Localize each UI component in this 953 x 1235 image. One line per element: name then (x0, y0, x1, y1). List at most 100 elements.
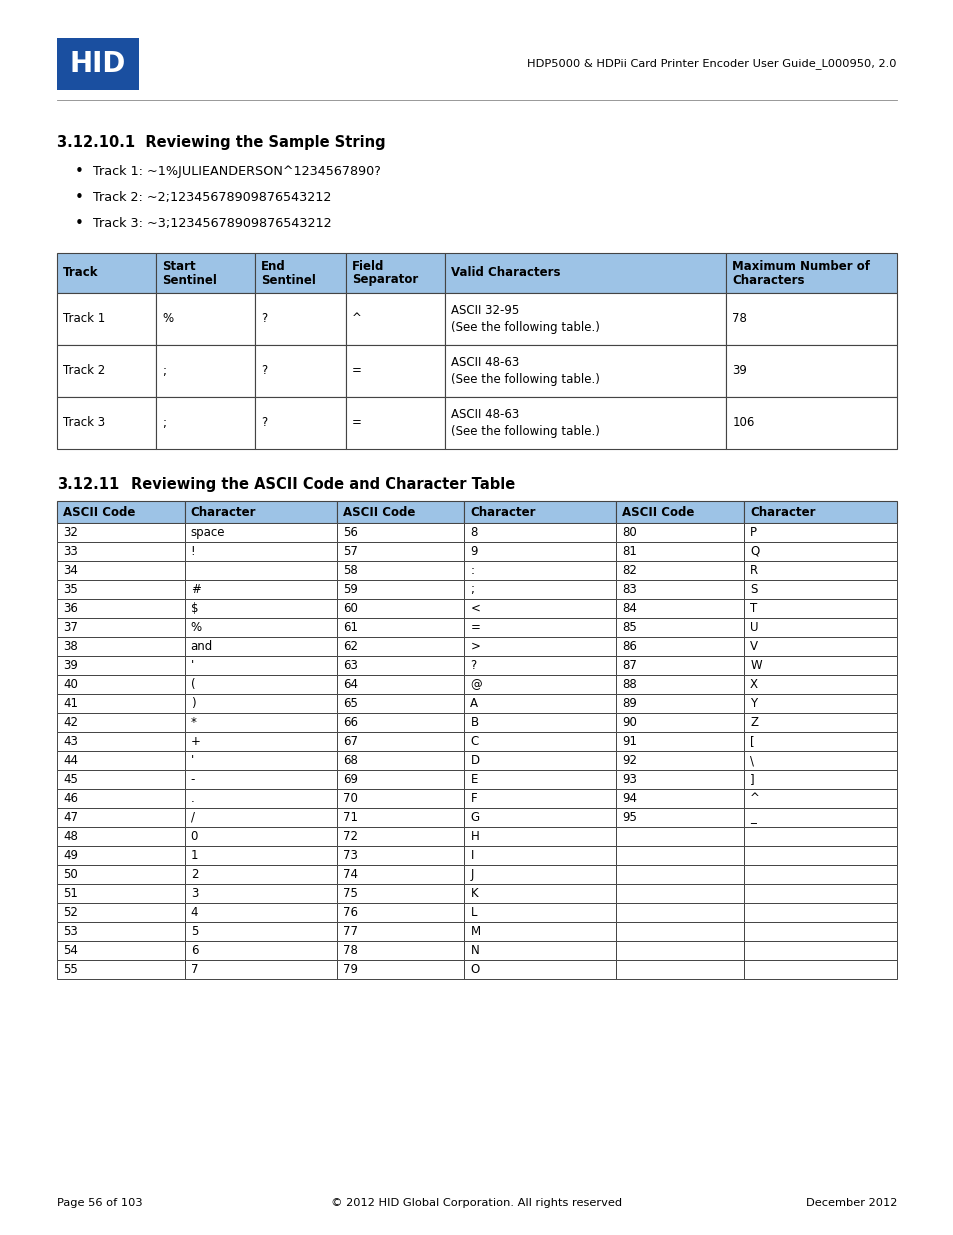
Bar (346, 345, 445, 396)
Text: 43: 43 (63, 735, 78, 748)
Text: @: @ (470, 678, 481, 692)
Text: 40: 40 (63, 678, 78, 692)
Text: 54: 54 (63, 944, 78, 957)
Bar (336, 656, 464, 676)
Bar (57, 789, 185, 808)
Bar (616, 960, 743, 979)
Bar (255, 293, 346, 345)
Bar (743, 846, 896, 864)
Text: Track 2: ~2;12345678909876543212: Track 2: ~2;12345678909876543212 (92, 191, 331, 204)
Bar (336, 732, 464, 751)
Text: 82: 82 (621, 564, 637, 577)
Bar (464, 732, 616, 751)
Text: Track 1: Track 1 (63, 312, 105, 326)
Bar (185, 542, 336, 561)
Bar (185, 903, 336, 923)
Text: 85: 85 (621, 621, 637, 634)
Bar (57, 694, 185, 713)
Bar (57, 827, 185, 846)
Bar (336, 522, 464, 542)
Text: 81: 81 (621, 545, 637, 558)
Text: H: H (470, 830, 478, 844)
Text: C: C (470, 735, 478, 748)
Text: =: = (470, 621, 479, 634)
Bar (57, 808, 185, 827)
Bar (57, 253, 156, 293)
Bar (185, 501, 336, 522)
Bar (336, 713, 464, 732)
Text: ?: ? (261, 416, 267, 430)
Bar (743, 580, 896, 599)
Bar (464, 789, 616, 808)
Bar (743, 713, 896, 732)
Bar (743, 941, 896, 960)
Text: Track 2: Track 2 (63, 364, 105, 378)
Bar (464, 618, 616, 637)
Bar (445, 253, 726, 293)
Bar (743, 827, 896, 846)
Text: HID: HID (70, 49, 126, 78)
Bar (616, 501, 743, 522)
Text: 39: 39 (732, 364, 746, 378)
Bar (743, 599, 896, 618)
Bar (616, 808, 743, 827)
Bar (185, 637, 336, 656)
Text: 2: 2 (191, 868, 198, 881)
Text: 4: 4 (191, 906, 198, 919)
Text: J: J (470, 868, 474, 881)
Text: 7: 7 (191, 963, 198, 976)
Bar (185, 941, 336, 960)
Bar (336, 903, 464, 923)
Bar (185, 618, 336, 637)
Text: E: E (470, 773, 477, 785)
Bar (616, 542, 743, 561)
Bar (743, 769, 896, 789)
Bar (743, 864, 896, 884)
Bar (185, 864, 336, 884)
Bar (336, 923, 464, 941)
Bar (57, 542, 185, 561)
Bar (57, 599, 185, 618)
Bar (57, 846, 185, 864)
Bar (743, 561, 896, 580)
Bar (464, 522, 616, 542)
Bar (336, 751, 464, 769)
Bar (346, 293, 445, 345)
Bar (185, 789, 336, 808)
Text: HDP5000 & HDPii Card Printer Encoder User Guide_L000950, 2.0: HDP5000 & HDPii Card Printer Encoder Use… (527, 58, 896, 69)
Text: %: % (162, 312, 173, 326)
Bar (156, 293, 255, 345)
Bar (57, 903, 185, 923)
Text: Sentinel: Sentinel (261, 273, 315, 287)
Bar (336, 599, 464, 618)
Text: 49: 49 (63, 848, 78, 862)
Text: (See the following table.): (See the following table.) (451, 426, 599, 438)
Text: 3.12.10.1  Reviewing the Sample String: 3.12.10.1 Reviewing the Sample String (57, 135, 385, 149)
Bar (726, 396, 896, 450)
Bar (255, 253, 346, 293)
Bar (616, 713, 743, 732)
Bar (464, 561, 616, 580)
Text: Valid Characters: Valid Characters (451, 267, 560, 279)
Text: 75: 75 (342, 887, 357, 900)
Text: 45: 45 (63, 773, 78, 785)
Text: 64: 64 (342, 678, 357, 692)
Bar (336, 542, 464, 561)
Bar (185, 580, 336, 599)
Bar (743, 656, 896, 676)
Text: 78: 78 (732, 312, 746, 326)
Bar (57, 561, 185, 580)
Bar (464, 884, 616, 903)
Text: 106: 106 (732, 416, 754, 430)
Text: Characters: Characters (732, 273, 804, 287)
Bar (185, 561, 336, 580)
Text: © 2012 HID Global Corporation. All rights reserved: © 2012 HID Global Corporation. All right… (331, 1198, 622, 1208)
Text: #: # (191, 583, 200, 597)
Text: 65: 65 (342, 697, 357, 710)
Text: N: N (470, 944, 478, 957)
Bar (616, 884, 743, 903)
Text: 32: 32 (63, 526, 78, 538)
Bar (336, 941, 464, 960)
Text: ASCII Code: ASCII Code (63, 505, 135, 519)
Text: :: : (470, 564, 474, 577)
